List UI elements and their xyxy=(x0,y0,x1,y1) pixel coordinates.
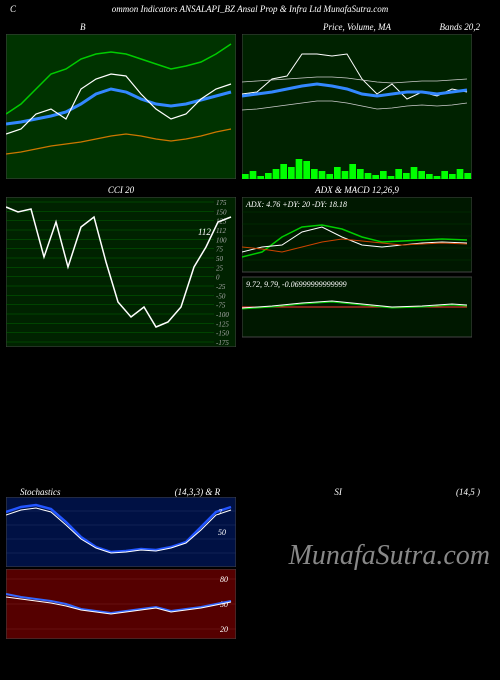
svg-text:80: 80 xyxy=(220,575,228,584)
cci-title: CCI 20 xyxy=(6,183,236,197)
stoch-label-right: (14,5 ) xyxy=(456,487,480,497)
svg-text:-150: -150 xyxy=(216,330,229,338)
panel-cci: CCI 20 1751501251121007550250-25-50-75-1… xyxy=(6,183,236,347)
chart-price-b xyxy=(242,34,472,179)
bottom-col: 750 805020 xyxy=(0,497,500,639)
chart-rsi: 805020 xyxy=(6,569,236,639)
stoch-label-si: SI xyxy=(334,487,342,497)
top-row: Price, Volume, MA xyxy=(0,34,500,179)
svg-text:50: 50 xyxy=(216,255,224,263)
adx-title: ADX & MACD 12,26,9 xyxy=(242,183,472,197)
svg-text:-75: -75 xyxy=(216,302,226,310)
header-c: C xyxy=(10,4,16,14)
svg-text:100: 100 xyxy=(216,236,227,244)
svg-text:9.72, 9.79, -0.06999999999999: 9.72, 9.79, -0.06999999999999 xyxy=(246,280,347,289)
chart-cci: 1751501251121007550250-25-50-75-100-125-… xyxy=(6,197,236,347)
svg-text:-25: -25 xyxy=(216,283,226,291)
header-title: ommon Indicators ANSALAPI_BZ Ansal Prop … xyxy=(112,4,389,14)
header-b: B xyxy=(80,22,86,32)
svg-text:ADX: 4.76 +DY: 20 -DY: 18.18: ADX: 4.76 +DY: 20 -DY: 18.18 xyxy=(245,200,347,209)
panel-adx-macd: ADX & MACD 12,26,9 ADX: 4.76 +DY: 20 -DY… xyxy=(242,183,472,347)
svg-text:150: 150 xyxy=(216,208,227,216)
svg-text:-100: -100 xyxy=(216,311,229,319)
stoch-label-left: Stochastics xyxy=(20,487,61,497)
panel-price-ma-right: Price, Volume, MA xyxy=(242,34,472,179)
chart-price-a xyxy=(6,34,236,179)
svg-text:112: 112 xyxy=(216,227,226,235)
panel-title-price: Price, Volume, MA xyxy=(242,20,472,34)
mid-row: CCI 20 1751501251121007550250-25-50-75-1… xyxy=(0,183,500,347)
svg-text:25: 25 xyxy=(216,264,224,272)
panel-price-ma-left xyxy=(6,34,236,179)
svg-text:75: 75 xyxy=(216,246,224,254)
stoch-label-mid: (14,3,3) & R xyxy=(175,487,221,497)
chart-stoch: 750 xyxy=(6,497,236,567)
svg-text:-125: -125 xyxy=(216,320,229,328)
stoch-header: Stochastics (14,3,3) & R SI (14,5 ) xyxy=(0,487,500,497)
svg-text:112: 112 xyxy=(198,227,211,237)
svg-text:20: 20 xyxy=(220,625,228,634)
svg-text:50: 50 xyxy=(218,528,226,537)
chart-adx: ADX: 4.76 +DY: 20 -DY: 18.18 9.72, 9.79, … xyxy=(242,197,472,347)
svg-text:175: 175 xyxy=(216,199,227,207)
svg-text:0: 0 xyxy=(216,274,220,282)
svg-text:-50: -50 xyxy=(216,292,226,300)
svg-text:-175: -175 xyxy=(216,339,229,347)
